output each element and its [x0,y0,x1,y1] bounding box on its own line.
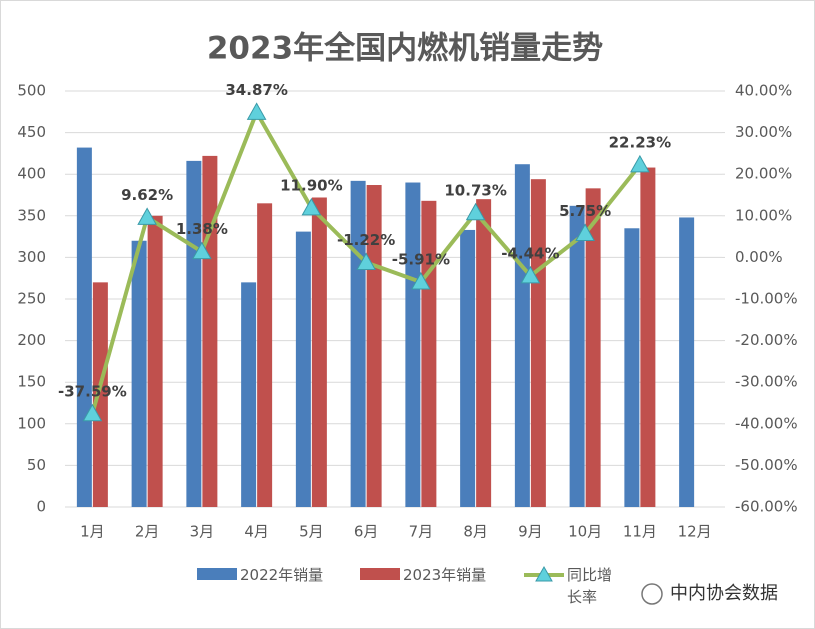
x-tick-label: 8月 [463,523,488,541]
data-label: 11.90% [280,176,342,194]
y-tick-label: 50 [27,456,46,474]
y2-tick-label: 30.00% [735,123,792,141]
x-tick-label: 10月 [568,523,602,541]
y-tick-label: 300 [17,248,46,266]
data-label: -37.59% [58,382,127,400]
bar [295,231,311,507]
marker [82,403,103,422]
marker [630,154,650,173]
bar [569,205,585,508]
marker [192,241,212,260]
marker [137,207,157,225]
y2-tick-label: -50.00% [735,456,798,474]
x-tick-label: 2月 [135,523,160,541]
x-tick-label: 4月 [244,523,269,541]
x-tick-label: 6月 [354,523,379,541]
x-tick-label: 12月 [678,523,712,541]
bar [186,160,202,507]
bar [241,282,257,507]
y2-tick-label: -30.00% [735,373,798,391]
data-label: 34.87% [225,81,287,99]
y-tick-label: 150 [17,373,46,391]
y2-tick-label: 20.00% [735,165,792,183]
x-tick-label: 9月 [518,523,543,541]
legend-swatch [197,568,237,580]
bar [640,167,656,507]
watermark: 中内协会数据 [670,583,778,604]
y-tick-label: 450 [17,123,46,141]
y2-tick-label: 40.00% [735,82,792,100]
y2-tick-label: -10.00% [735,290,798,308]
bar [202,155,218,507]
legend-swatch [360,568,400,580]
marker [301,197,322,216]
data-label: -1.22% [337,231,395,249]
y-tick-label: 100 [17,414,46,432]
x-tick-label: 1月 [80,523,105,541]
y-tick-label: 350 [17,206,46,224]
x-tick-label: 11月 [623,523,657,541]
bar [514,164,530,507]
chart-title: 2023年全国内燃机销量走势 [207,31,603,67]
marker [520,265,541,284]
data-label: 22.23% [609,133,671,151]
bar [421,200,437,507]
y2-tick-label: -60.00% [735,498,798,516]
marker [575,223,595,241]
marker [246,102,267,120]
legend-label: 2023年销量 [403,566,487,584]
data-label: -4.44% [501,244,559,262]
y2-tick-label: 0.00% [735,248,783,266]
bar [405,182,421,507]
legend-marker [535,565,553,582]
bar [76,147,92,508]
bar [92,282,108,507]
bar [147,215,163,508]
marker [411,271,431,290]
y-tick-label: 200 [17,331,46,349]
bar [460,229,476,507]
x-tick-label: 3月 [190,523,215,541]
bar [257,203,273,507]
bar [679,217,695,508]
bar [585,188,601,507]
data-label: -5.91% [392,250,450,268]
data-label: 5.75% [559,202,611,220]
bar [311,197,327,507]
bar [530,179,546,507]
bar [476,199,492,507]
y-tick-label: 400 [17,165,46,183]
y2-tick-label: -40.00% [735,414,798,432]
x-tick-label: 5月 [299,523,324,541]
data-label: 10.73% [444,181,506,199]
y-tick-label: 0 [36,498,46,516]
legend-label: 2022年销量 [240,566,324,584]
data-label: 9.62% [121,186,173,204]
y-tick-label: 250 [17,290,46,308]
x-tick-label: 7月 [409,523,434,541]
bar [350,180,366,507]
bar [131,240,147,507]
marker [465,202,486,221]
y2-tick-label: 10.00% [735,206,792,224]
legend-label: 同比增长率 [567,566,613,606]
y2-tick-label: -20.00% [735,331,798,349]
data-label: 1.38% [176,220,228,238]
bar [624,228,640,507]
marker [356,252,376,270]
y-tick-label: 500 [17,82,46,100]
watermark-icon [641,583,663,605]
